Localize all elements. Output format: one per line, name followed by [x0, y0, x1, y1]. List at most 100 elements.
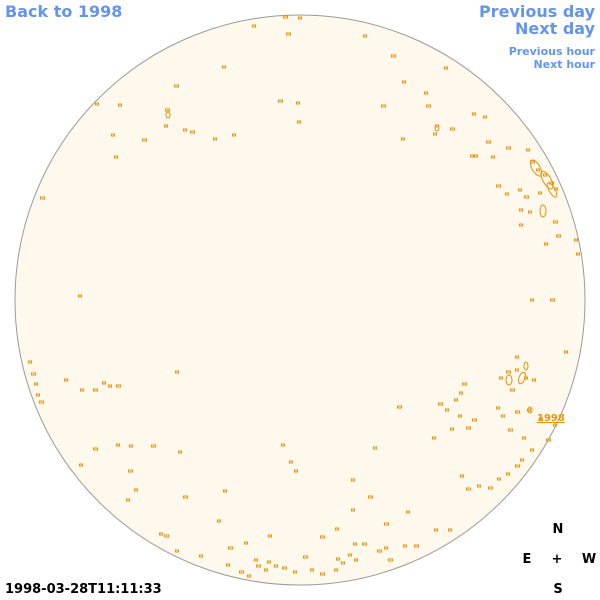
magnetic-feature-speck	[34, 382, 38, 386]
back-to-year-link[interactable]: Back to 1998	[5, 2, 123, 21]
magnetic-feature-speck	[462, 382, 467, 386]
magnetic-feature-speck	[289, 460, 293, 464]
magnetic-feature-speck	[217, 519, 221, 523]
magnetic-feature-speck	[247, 574, 251, 578]
magnetic-feature-speck	[506, 472, 510, 476]
magnetic-feature-speck	[293, 570, 297, 574]
magnetic-feature-speck	[64, 378, 68, 382]
magnetic-feature-speck	[515, 355, 519, 359]
magnetic-feature-speck	[445, 408, 449, 412]
magnetic-feature-speck	[543, 173, 547, 177]
magnetic-feature-speck	[228, 546, 233, 550]
magnetic-feature-speck	[282, 566, 287, 570]
magnetic-feature-speck	[466, 487, 471, 491]
magnetic-feature-speck	[252, 24, 256, 28]
magnetic-feature-speck	[424, 91, 428, 95]
magnetic-feature-speck	[472, 418, 477, 422]
magnetic-feature-speck	[175, 549, 179, 553]
magnetic-feature-speck	[524, 376, 528, 380]
magnetic-feature-speck	[232, 133, 236, 137]
magnetic-contour-loop	[434, 124, 440, 132]
magnetic-feature-speck	[151, 444, 156, 448]
magnetic-feature-speck	[530, 298, 534, 302]
magnetic-feature-speck	[564, 350, 568, 354]
compass-north-label: N	[552, 522, 564, 537]
magnetic-feature-speck	[553, 423, 557, 427]
magnetic-feature-speck	[281, 443, 285, 447]
magnetic-feature-speck	[283, 15, 288, 19]
magnetic-feature-speck	[438, 402, 443, 406]
magnetic-feature-speck	[397, 405, 402, 409]
magnetic-feature-speck	[384, 546, 388, 550]
previous-day-link[interactable]: Previous day	[478, 2, 595, 21]
compass-east-label: E	[522, 552, 532, 567]
magnetic-feature-speck	[510, 388, 515, 392]
magnetic-contour-loop	[165, 111, 171, 119]
magnetic-feature-speck	[546, 438, 551, 442]
magnetic-feature-speck	[373, 446, 377, 450]
compass-center-icon: +	[551, 552, 563, 567]
magnetic-feature-speck	[508, 428, 513, 432]
magnetic-feature-speck	[454, 398, 458, 402]
magnetic-feature-speck	[381, 104, 386, 108]
magnetic-feature-speck	[294, 469, 298, 473]
magnetic-feature-speck	[334, 568, 338, 572]
magnetic-feature-speck	[519, 223, 523, 227]
next-day-link[interactable]: Next day	[515, 19, 595, 38]
magnetic-feature-speck	[466, 426, 471, 430]
observation-timestamp: 1998-03-28T11:11:33	[5, 582, 162, 597]
magnetic-feature-speck	[335, 527, 339, 531]
previous-hour-link[interactable]: Previous hour	[508, 45, 595, 58]
magnetic-feature-speck	[448, 528, 452, 532]
magnetic-feature-speck	[450, 427, 454, 431]
magnetic-feature-speck	[488, 486, 493, 490]
magnetic-feature-speck	[520, 458, 524, 462]
magnetic-feature-speck	[175, 370, 179, 374]
magnetic-feature-speck	[391, 54, 396, 58]
magnetic-feature-speck	[460, 474, 464, 478]
magnetic-feature-speck	[553, 220, 558, 224]
magnetic-feature-speck	[310, 568, 314, 572]
magnetic-feature-speck	[348, 553, 352, 557]
magnetic-feature-speck	[505, 192, 509, 196]
magnetic-feature-speck	[39, 400, 44, 404]
magnetic-feature-speck	[286, 32, 291, 36]
magnetic-feature-speck	[80, 388, 84, 392]
magnetic-feature-speck	[515, 410, 520, 414]
next-hour-link[interactable]: Next hour	[533, 58, 596, 71]
magnetic-feature-speck	[351, 478, 355, 482]
magnetic-feature-speck	[213, 137, 217, 141]
active-region-link[interactable]: 1998	[537, 413, 565, 424]
magnetic-feature-speck	[432, 436, 436, 440]
magnetic-feature-speck	[496, 184, 501, 188]
magnetic-feature-speck	[118, 103, 122, 107]
magnetic-contour-loop	[529, 159, 543, 177]
magnetic-feature-speck	[116, 384, 121, 388]
magnetic-feature-speck	[93, 447, 98, 451]
magnetic-contour-loop	[527, 406, 533, 414]
magnetic-feature-speck	[426, 104, 431, 108]
magnetic-feature-speck	[239, 570, 244, 574]
magnetic-feature-speck	[267, 560, 271, 564]
magnetic-feature-speck	[384, 522, 389, 526]
magnetic-feature-speck	[278, 99, 283, 103]
solar-disk	[14, 14, 586, 586]
magnetic-contour-loop	[540, 170, 554, 190]
magnetic-feature-speck	[433, 132, 437, 136]
magnetic-feature-speck	[159, 532, 163, 536]
magnetic-feature-speck	[518, 188, 522, 192]
magnetic-feature-speck	[539, 417, 543, 421]
magnetic-feature-speck	[36, 393, 40, 397]
magnetic-feature-speck	[298, 16, 302, 20]
magnetic-feature-speck	[114, 155, 118, 159]
magnetic-feature-speck	[519, 208, 523, 212]
magnetic-feature-speck	[274, 564, 278, 568]
magnetic-contour-loop	[505, 374, 513, 386]
magnetic-feature-speck	[434, 528, 438, 532]
magnetic-feature-speck	[402, 80, 406, 84]
magnetic-contour-loop	[518, 371, 526, 385]
magnetic-feature-speck	[470, 154, 474, 158]
magnetic-feature-speck	[254, 558, 258, 562]
magnetic-feature-speck	[515, 464, 520, 468]
